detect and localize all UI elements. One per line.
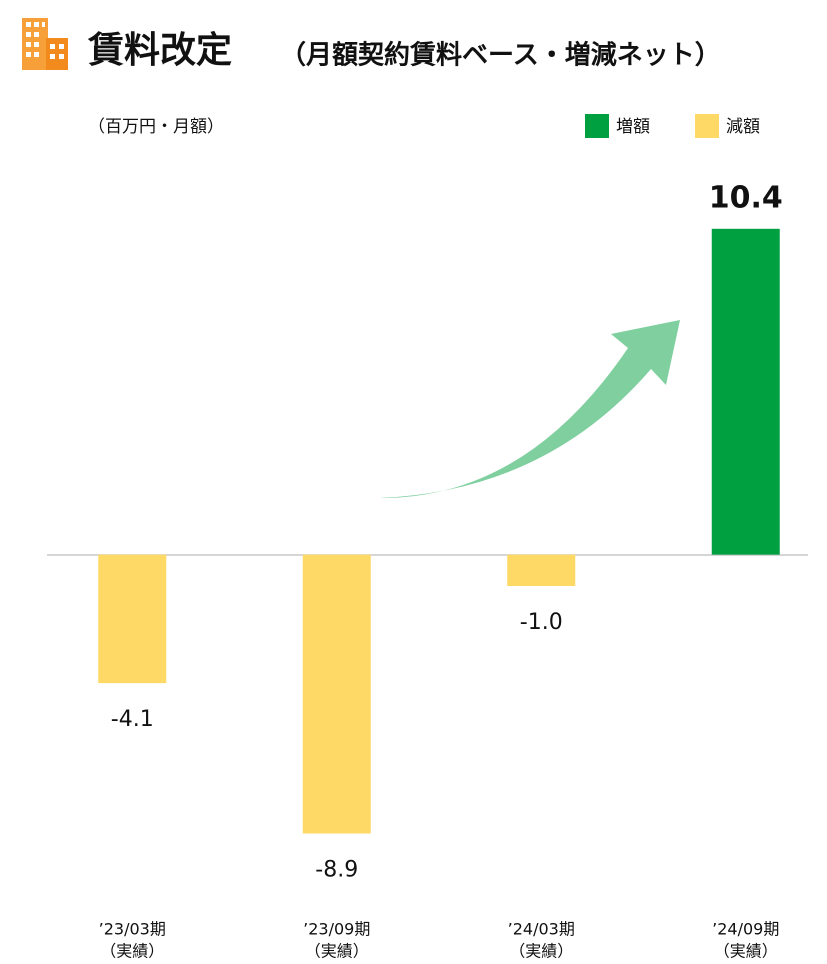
legend-label: 減額	[726, 117, 760, 137]
x-tick-sublabel: （実績）	[509, 942, 573, 961]
legend-swatch	[695, 114, 719, 138]
x-tick-label: ’24/03期	[508, 920, 575, 939]
chart-subtitle: （月額契約賃料ベース・増減ネット）	[280, 40, 721, 71]
x-tick-sublabel: （実績）	[305, 942, 369, 961]
data-label: -8.9	[315, 858, 358, 883]
bar	[98, 554, 167, 684]
x-tick-label: ’23/03期	[99, 920, 166, 939]
title-icon	[22, 18, 68, 70]
x-tick-label: ’23/09期	[303, 920, 370, 939]
x-tick-label: ’24/09期	[712, 920, 779, 939]
data-label: -4.1	[111, 707, 154, 732]
x-tick-sublabel: （実績）	[100, 942, 164, 961]
x-tick-sublabel: （実績）	[714, 942, 778, 961]
legend-label: 増額	[616, 117, 650, 137]
bar	[507, 554, 576, 586]
data-label: -1.0	[520, 610, 563, 635]
trend-arrow	[378, 320, 680, 499]
bar	[302, 554, 371, 834]
legend-swatch	[585, 114, 609, 138]
data-label: 10.4	[709, 180, 783, 215]
unit-label: （百万円・月額）	[88, 117, 224, 137]
chart-title: 賃料改定	[87, 30, 232, 71]
bar	[711, 228, 780, 555]
